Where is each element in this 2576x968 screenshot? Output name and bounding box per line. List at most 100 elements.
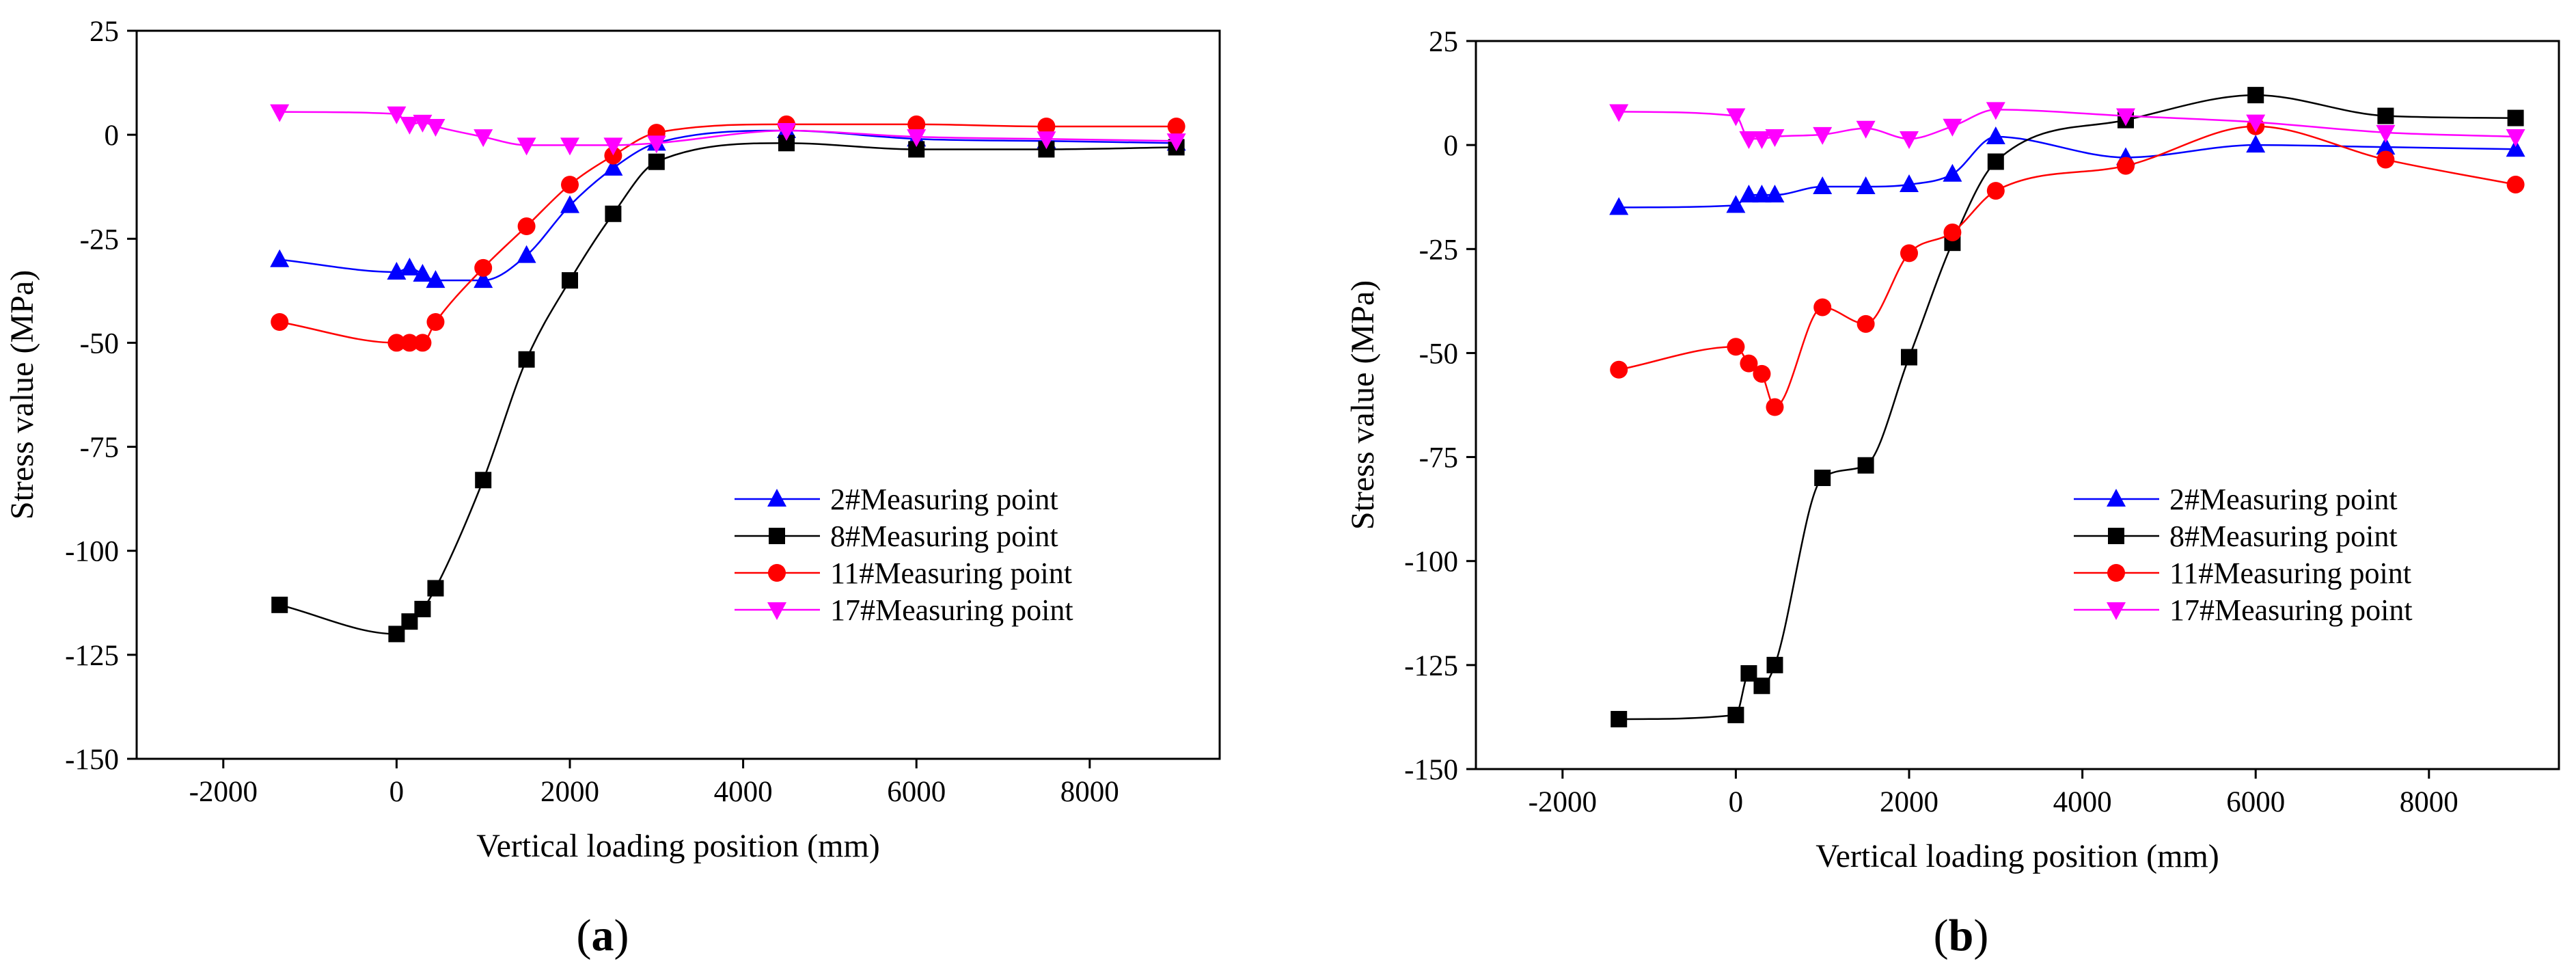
data-point (474, 270, 493, 288)
data-point (1752, 185, 1772, 203)
data-point (475, 472, 492, 489)
y-axis-title: Stress value (MPa) (1345, 280, 1381, 530)
y-tick-label: -100 (65, 536, 119, 568)
data-point (1986, 102, 2005, 120)
y-tick-label: -75 (80, 432, 119, 464)
data-point (1987, 153, 2004, 170)
panel-label: (b) (1934, 911, 1989, 960)
data-point (603, 157, 623, 176)
data-point (1900, 244, 1918, 263)
x-tick-label: -2000 (1529, 786, 1597, 818)
data-point (907, 115, 926, 133)
data-point (1813, 126, 1833, 145)
data-point (1856, 120, 1876, 139)
data-point (1610, 360, 1628, 379)
data-point (2376, 137, 2396, 155)
data-point (270, 104, 290, 122)
panel-label-open: ( (1934, 911, 1949, 960)
x-axis-title: Vertical loading position (mm) (476, 828, 880, 864)
data-point (1943, 118, 1962, 137)
data-point (2506, 129, 2525, 147)
data-point (1609, 104, 1629, 122)
panel-label-letter: b (1949, 911, 1974, 960)
data-point (517, 217, 536, 236)
data-point (413, 334, 432, 352)
data-point (1611, 710, 1628, 727)
data-point (400, 257, 420, 275)
x-tick-label: 2000 (540, 776, 599, 808)
legend-label: 17#Measuring point (830, 593, 1073, 627)
legend-label: 11#Measuring point (830, 556, 1072, 590)
data-point (1986, 182, 2005, 200)
data-point (907, 129, 927, 148)
data-point (1739, 185, 1759, 203)
legend-marker (768, 564, 786, 582)
y-tick-label: 25 (1429, 26, 1458, 58)
legend-marker (767, 489, 786, 507)
data-point (1813, 176, 1833, 194)
legend-label: 2#Measuring point (2169, 483, 2398, 516)
data-point (1739, 131, 1759, 150)
data-point (426, 270, 446, 288)
x-tick-label: 4000 (714, 776, 773, 808)
data-point (2376, 150, 2395, 169)
panel-label-close: ) (1973, 911, 1988, 960)
y-tick-label: 0 (1444, 130, 1459, 162)
x-axis-title: Vertical loading position (mm) (1815, 838, 2219, 874)
data-point (1986, 126, 2005, 144)
data-point (270, 249, 290, 267)
y-tick-label: -125 (65, 640, 119, 672)
y-tick-label: -75 (1419, 442, 1458, 474)
data-point (1037, 117, 1056, 135)
data-point (561, 176, 579, 194)
data-point (1766, 656, 1783, 673)
x-tick-label: 6000 (2226, 786, 2285, 818)
data-point (1727, 338, 1745, 356)
data-point (1726, 195, 1746, 213)
data-point (560, 195, 579, 213)
x-tick-label: 2000 (1880, 786, 1938, 818)
y-tick-label: -25 (80, 224, 119, 256)
data-point (1752, 131, 1772, 150)
data-point (1900, 174, 1919, 192)
data-point (426, 313, 445, 331)
data-point (1766, 398, 1784, 416)
panel-label-open: ( (577, 911, 592, 960)
data-point (603, 137, 623, 156)
data-point (560, 137, 579, 156)
data-point (562, 272, 578, 289)
x-tick-label: 8000 (2400, 786, 2458, 818)
data-point (1856, 176, 1876, 194)
data-point (2506, 139, 2525, 157)
y-tick-label: -150 (1404, 754, 1458, 786)
chart-panel-a: 25 0 -25 -50 -75 -100 -125 -150 -2000 0 2000 4000 60… (4, 16, 1221, 960)
data-point (1856, 314, 1875, 333)
data-point (400, 116, 420, 135)
data-point (1727, 706, 1744, 723)
y-tick-label: -25 (1419, 234, 1458, 266)
data-point (414, 600, 431, 617)
y-tick-label: 0 (105, 120, 120, 152)
legend-marker (767, 602, 786, 620)
data-point (1753, 364, 1771, 383)
legend-label: 11#Measuring point (2169, 556, 2411, 590)
legend-marker (769, 528, 785, 544)
data-point (2116, 108, 2135, 126)
data-point (1037, 131, 1056, 150)
data-point (400, 334, 419, 352)
data-point (1943, 223, 1962, 241)
data-point (2377, 107, 2394, 124)
data-point (648, 153, 665, 170)
data-point (427, 580, 444, 597)
data-point (1857, 457, 1874, 474)
data-point (517, 245, 536, 263)
data-point (474, 129, 493, 148)
x-tick-label: 4000 (2053, 786, 2112, 818)
chart-panel-b: 25 0 -25 -50 -75 -100 -125 -150 -2000 0 2000 4000 60… (1345, 26, 2560, 960)
y-tick-label: -125 (1404, 650, 1458, 682)
data-point (1167, 117, 1186, 135)
data-point (1609, 197, 1629, 215)
data-point (1765, 129, 1785, 147)
data-point (1814, 470, 1831, 486)
